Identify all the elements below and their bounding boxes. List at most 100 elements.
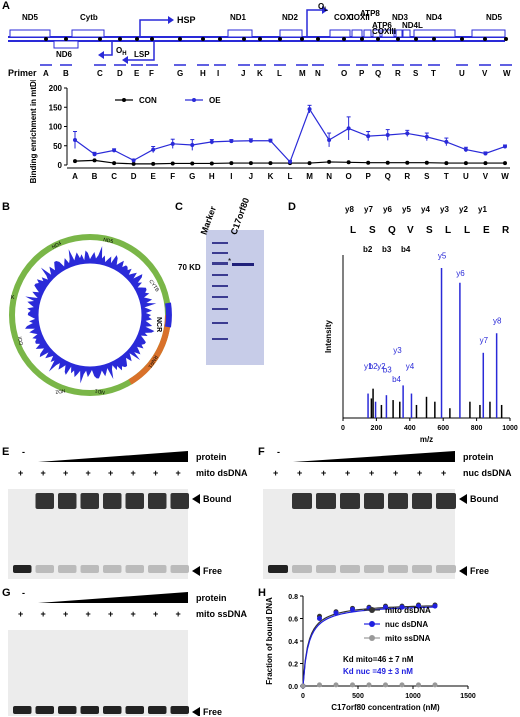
data-point bbox=[112, 148, 117, 153]
gene-box bbox=[53, 40, 79, 49]
mtdna-genome-map: ND5 Cytb ND1 ND2 COXICOXIIATP8ATP6COXIIIND3N… bbox=[8, 2, 512, 78]
primer-site-dot bbox=[376, 37, 380, 41]
gene-label: ND4L bbox=[402, 21, 423, 30]
plus-label: + bbox=[176, 468, 181, 478]
primer-letter: E bbox=[134, 69, 140, 78]
free-band bbox=[340, 565, 360, 573]
y-ion-label: y7 bbox=[364, 205, 373, 214]
gene-label: ATP8 bbox=[360, 9, 380, 18]
y-axis-label: Binding enrichment in mtDNA bbox=[29, 80, 38, 183]
data-point bbox=[327, 137, 332, 142]
free-band bbox=[125, 706, 144, 714]
gene-box bbox=[471, 29, 506, 38]
y-ion-label: y8 bbox=[345, 205, 354, 214]
data-point bbox=[405, 131, 410, 136]
x-axis-label: m/z bbox=[420, 435, 433, 444]
primer-site-dot bbox=[342, 37, 346, 41]
data-point bbox=[463, 147, 468, 152]
y-tick-label: 200 bbox=[49, 84, 63, 93]
peptide-residue: V bbox=[407, 225, 414, 236]
x-tick-label: N bbox=[326, 172, 332, 181]
y-tick-label: 0.0 bbox=[288, 684, 298, 691]
data-point bbox=[209, 139, 214, 144]
emsa-mito-ss: - protein + + + + + + + + mito ssDNA Free bbox=[8, 588, 248, 716]
dna-label: nuc dsDNA bbox=[463, 468, 512, 478]
plus-label: + bbox=[18, 468, 23, 478]
primer-site-dot bbox=[64, 37, 68, 41]
plus-label: + bbox=[417, 468, 422, 478]
primer-letter: F bbox=[149, 69, 154, 78]
data-point bbox=[399, 682, 405, 688]
y-tick-label: 150 bbox=[49, 103, 63, 112]
data-point bbox=[248, 138, 253, 143]
free-band bbox=[35, 706, 54, 714]
plus-label: + bbox=[273, 468, 278, 478]
minus-label: - bbox=[22, 588, 25, 598]
data-point bbox=[444, 139, 449, 144]
dna-label: mito dsDNA bbox=[196, 468, 248, 478]
legend-label: OE bbox=[209, 96, 221, 105]
data-point bbox=[288, 159, 292, 164]
coi-arc-label: COI bbox=[18, 336, 25, 346]
rnr1-arc-label: RNR1 bbox=[146, 354, 158, 369]
size-label: 70 KD bbox=[178, 263, 201, 272]
gene-label: ATP6 bbox=[372, 21, 392, 30]
data-point bbox=[73, 137, 77, 142]
x-tick-label: G bbox=[189, 172, 195, 181]
x-tick-label: 0 bbox=[301, 693, 305, 700]
primer-site-dot bbox=[316, 37, 320, 41]
legend-marker bbox=[369, 621, 375, 627]
primer-letter: M bbox=[299, 69, 306, 78]
gene-label: ND4 bbox=[426, 13, 443, 22]
data-point bbox=[432, 682, 438, 688]
data-point bbox=[424, 160, 429, 165]
primer-letter: H bbox=[200, 69, 206, 78]
peptide-residue: R bbox=[502, 225, 510, 236]
primer-site-dot bbox=[44, 37, 48, 41]
primer-site-dot bbox=[258, 37, 262, 41]
free-label: Free bbox=[203, 707, 222, 716]
x-tick-label: D bbox=[131, 172, 137, 181]
x-tick-label: F bbox=[170, 172, 175, 181]
y-ion-label: y6 bbox=[383, 205, 392, 214]
peak-label: y6 bbox=[456, 269, 465, 278]
ms-spectrum: Intensity m/z 0 200 400 600 800 1000 L S Q V S L L E Ry8… bbox=[324, 205, 518, 444]
free-band bbox=[103, 706, 122, 714]
primer-letter: T bbox=[431, 69, 436, 78]
gene-label: ND5 bbox=[486, 13, 503, 22]
panel-label-e: E bbox=[2, 446, 10, 458]
primer-letter: P bbox=[359, 69, 365, 78]
data-point bbox=[424, 134, 429, 139]
primer-site-dot bbox=[118, 37, 122, 41]
gel-background bbox=[8, 630, 188, 716]
y-tick-label: 100 bbox=[49, 123, 63, 132]
plus-label: + bbox=[108, 609, 113, 619]
minus-label: - bbox=[22, 447, 25, 457]
data-point bbox=[248, 161, 253, 166]
plus-label: + bbox=[41, 468, 46, 478]
data-point bbox=[416, 682, 421, 688]
free-band bbox=[80, 565, 99, 573]
x-tick-label: 0 bbox=[341, 425, 345, 432]
primer-site-dot bbox=[483, 37, 487, 41]
x-tick-label: Q bbox=[385, 172, 391, 181]
y-tick-label: 0.6 bbox=[288, 617, 298, 624]
gene-box bbox=[329, 29, 351, 38]
primer-letter: W bbox=[503, 69, 511, 78]
data-point bbox=[209, 161, 214, 166]
primer-site-dot bbox=[504, 37, 508, 41]
peptide-residue: S bbox=[369, 225, 376, 236]
free-band bbox=[13, 706, 32, 714]
ncr-label: NCR bbox=[155, 317, 162, 332]
x-tick-label: B bbox=[92, 172, 98, 181]
x-tick-label: 1000 bbox=[405, 693, 421, 700]
legend-marker bbox=[369, 607, 375, 613]
peak-label: y8 bbox=[493, 316, 502, 325]
y-tick-label: 0 bbox=[58, 161, 63, 170]
lsp-label: LSP bbox=[134, 50, 150, 59]
gene-box bbox=[372, 29, 381, 38]
peak-label: b4 bbox=[392, 375, 401, 384]
minus-label: - bbox=[277, 447, 280, 457]
gene-label: COXI bbox=[334, 13, 354, 22]
free-band bbox=[170, 706, 189, 714]
